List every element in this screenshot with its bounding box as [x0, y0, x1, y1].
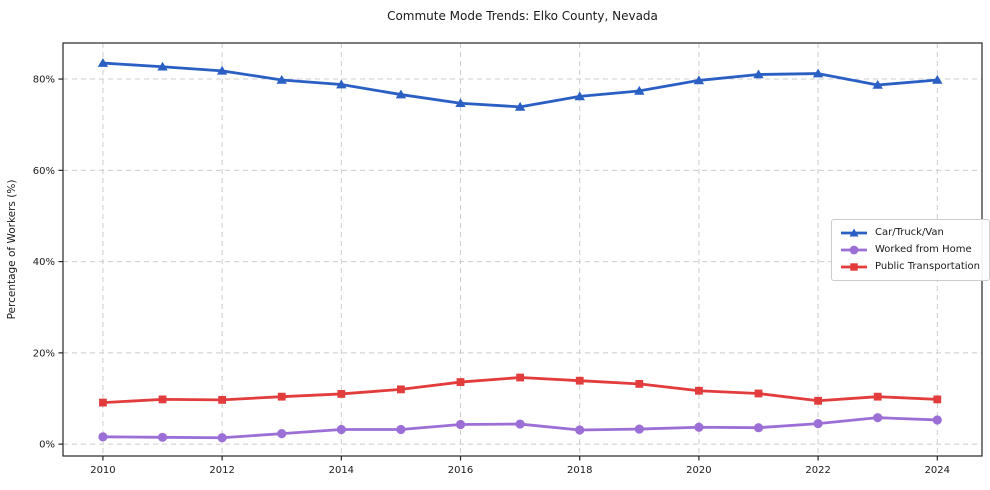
series-public-transportation-point	[814, 396, 823, 405]
y-tick-label: 80%	[33, 75, 55, 86]
x-tick-label: 2016	[448, 465, 473, 476]
series-car-truck-van-point	[812, 68, 824, 78]
y-tick-label: 0%	[39, 440, 55, 451]
series-public-transportation-point	[575, 376, 584, 385]
y-tick-label: 60%	[33, 166, 55, 177]
series-public-transportation-point	[218, 395, 227, 404]
x-tick-label: 2018	[567, 465, 592, 476]
y-axis-label: Percentage of Workers (%)	[6, 180, 18, 320]
series-public-transportation-point	[754, 389, 763, 398]
series-worked-from-home-point	[575, 425, 585, 435]
series-public-transportation-point	[99, 398, 107, 407]
series-public-transportation-point	[397, 385, 405, 394]
series-car-truck-van-point	[395, 89, 407, 99]
series-car-truck-van-point	[97, 58, 109, 67]
x-tick-label: 2014	[329, 465, 354, 476]
series-public-transportation-point	[158, 395, 167, 404]
series-car-truck-van-point	[872, 79, 883, 89]
legend-entry: Worked from Home	[840, 244, 980, 256]
legend-label: Car/Truck/Van	[875, 227, 944, 238]
series-worked-from-home-point	[753, 423, 764, 433]
x-tick-label: 2010	[90, 465, 115, 476]
series-public-transportation-point	[635, 379, 644, 388]
legend-label: Public Transportation	[875, 261, 980, 272]
legend-entry: Car/Truck/Van	[840, 227, 980, 239]
series-car-truck-van-line	[101, 61, 939, 109]
series-worked-from-home-point	[694, 422, 704, 432]
circle-legend-swatch-icon	[841, 245, 867, 255]
series-worked-from-home-point	[515, 419, 525, 429]
triangle-legend-swatch-icon	[841, 228, 867, 237]
series-worked-from-home-point	[813, 418, 823, 429]
series-car-truck-van-point	[216, 65, 228, 75]
series-worked-from-home-point	[217, 433, 227, 443]
chart-title: Commute Mode Trends: Elko County, Nevada	[387, 9, 658, 23]
series-car-truck-van-point	[455, 98, 466, 108]
legend-entry: Public Transportation	[840, 261, 980, 273]
series-car-truck-van-point	[276, 74, 287, 84]
series-worked-from-home-point	[455, 419, 466, 430]
series-public-transportation-point	[933, 395, 942, 404]
x-tick-label: 2012	[209, 465, 234, 476]
series-worked-from-home-point	[98, 432, 108, 442]
series-car-truck-van-point	[336, 79, 347, 89]
series-worked-from-home-point	[873, 413, 883, 423]
series-worked-from-home-point	[396, 424, 406, 435]
series-car-truck-van-point	[514, 101, 526, 111]
legend-label: Worked from Home	[875, 244, 972, 255]
series-worked-from-home-point	[277, 429, 287, 439]
series-public-transportation-point	[516, 373, 525, 382]
x-tick-label: 2020	[686, 465, 711, 476]
series-car-truck-van-point	[157, 61, 168, 71]
series-car-truck-van-point	[753, 69, 764, 79]
y-tick-label: 40%	[33, 257, 55, 268]
series-car-truck-van-point	[634, 85, 645, 95]
x-tick-label: 2022	[805, 465, 830, 476]
series-public-transportation-point	[277, 392, 286, 401]
series-car-truck-van-point	[693, 75, 705, 85]
series-worked-from-home-point	[932, 415, 942, 425]
series-car-truck-van-point	[574, 91, 585, 101]
legend: Car/Truck/Van Worked from Home Public Tran…	[831, 219, 990, 281]
series-public-transportation-point	[456, 378, 465, 386]
series-worked-from-home-point	[634, 424, 644, 434]
series-public-transportation-point	[337, 390, 346, 398]
x-tick-label: 2024	[925, 465, 950, 476]
series-worked-from-home-point	[336, 424, 346, 435]
series-public-transportation-point	[873, 392, 882, 401]
series-car-truck-van-point	[932, 74, 943, 84]
y-tick-label: 20%	[33, 348, 55, 359]
series-worked-from-home-point	[157, 432, 168, 442]
square-legend-swatch-icon	[841, 263, 867, 271]
series-public-transportation-point	[695, 386, 703, 395]
